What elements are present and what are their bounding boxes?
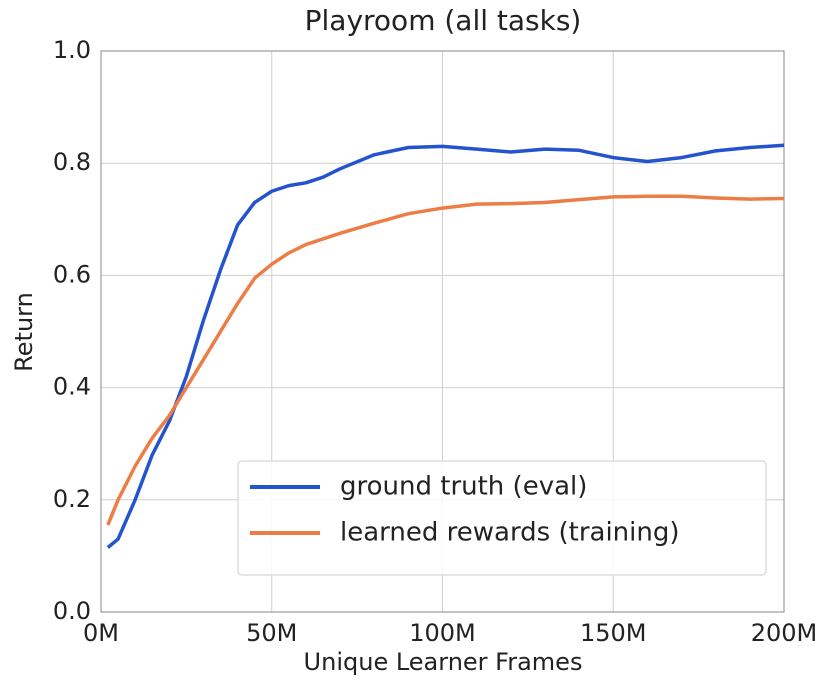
chart-title: Playroom (all tasks) — [305, 4, 582, 37]
legend-label: ground truth (eval) — [340, 472, 587, 502]
x-tick-label: 200M — [751, 619, 818, 647]
y-tick-label: 0.6 — [53, 260, 91, 288]
y-tick-label: 0.2 — [53, 485, 91, 513]
y-tick-label: 1.0 — [53, 36, 91, 64]
x-tick-label: 0M — [83, 619, 119, 647]
line — [106, 194, 785, 526]
plot-frame — [100, 50, 785, 613]
x-axis-label: Unique Learner Frames — [304, 648, 583, 676]
y-axis-label: Return — [10, 292, 38, 372]
x-tick-label: 150M — [580, 619, 647, 647]
y-tick-label: 0.8 — [53, 148, 91, 176]
y-tick-label: 0.0 — [53, 597, 91, 625]
legend: ground truth (eval) learned rewards (trai… — [237, 460, 767, 576]
legend-label: learned rewards (training) — [340, 518, 680, 548]
legend-box — [237, 460, 767, 576]
x-tick-label: 50M — [246, 619, 297, 647]
x-tick-label: 100M — [409, 619, 476, 647]
y-tick-label: 0.4 — [53, 373, 91, 401]
